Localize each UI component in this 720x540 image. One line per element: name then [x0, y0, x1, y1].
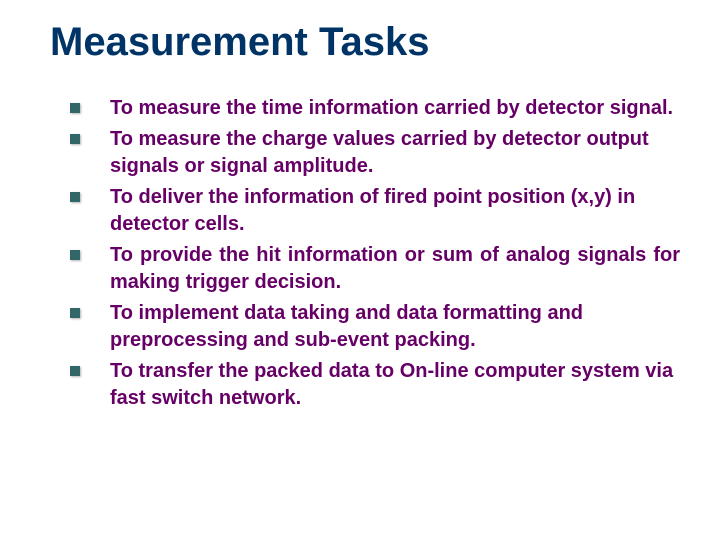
list-item: To provide the hit information or sum of… [70, 242, 680, 296]
square-bullet-icon [70, 134, 80, 144]
square-bullet-icon [70, 366, 80, 376]
slide-title: Measurement Tasks [50, 20, 680, 65]
list-item: To transfer the packed data to On-line c… [70, 358, 680, 412]
list-item: To measure the time information carried … [70, 95, 680, 122]
list-item: To deliver the information of fired poin… [70, 184, 680, 238]
bullet-text: To provide the hit information or sum of… [110, 244, 680, 293]
square-bullet-icon [70, 250, 80, 260]
square-bullet-icon [70, 308, 80, 318]
bullet-text: To measure the time information carried … [110, 97, 673, 119]
square-bullet-icon [70, 192, 80, 202]
bullet-text: To measure the charge values carried by … [110, 128, 649, 177]
slide-container: Measurement Tasks To measure the time in… [0, 0, 720, 436]
list-item: To implement data taking and data format… [70, 300, 680, 354]
bullet-text: To implement data taking and data format… [110, 302, 583, 351]
list-item: To measure the charge values carried by … [70, 126, 680, 180]
bullet-list: To measure the time information carried … [40, 95, 680, 412]
square-bullet-icon [70, 103, 80, 113]
bullet-text: To transfer the packed data to On-line c… [110, 360, 673, 409]
bullet-text: To deliver the information of fired poin… [110, 186, 635, 235]
